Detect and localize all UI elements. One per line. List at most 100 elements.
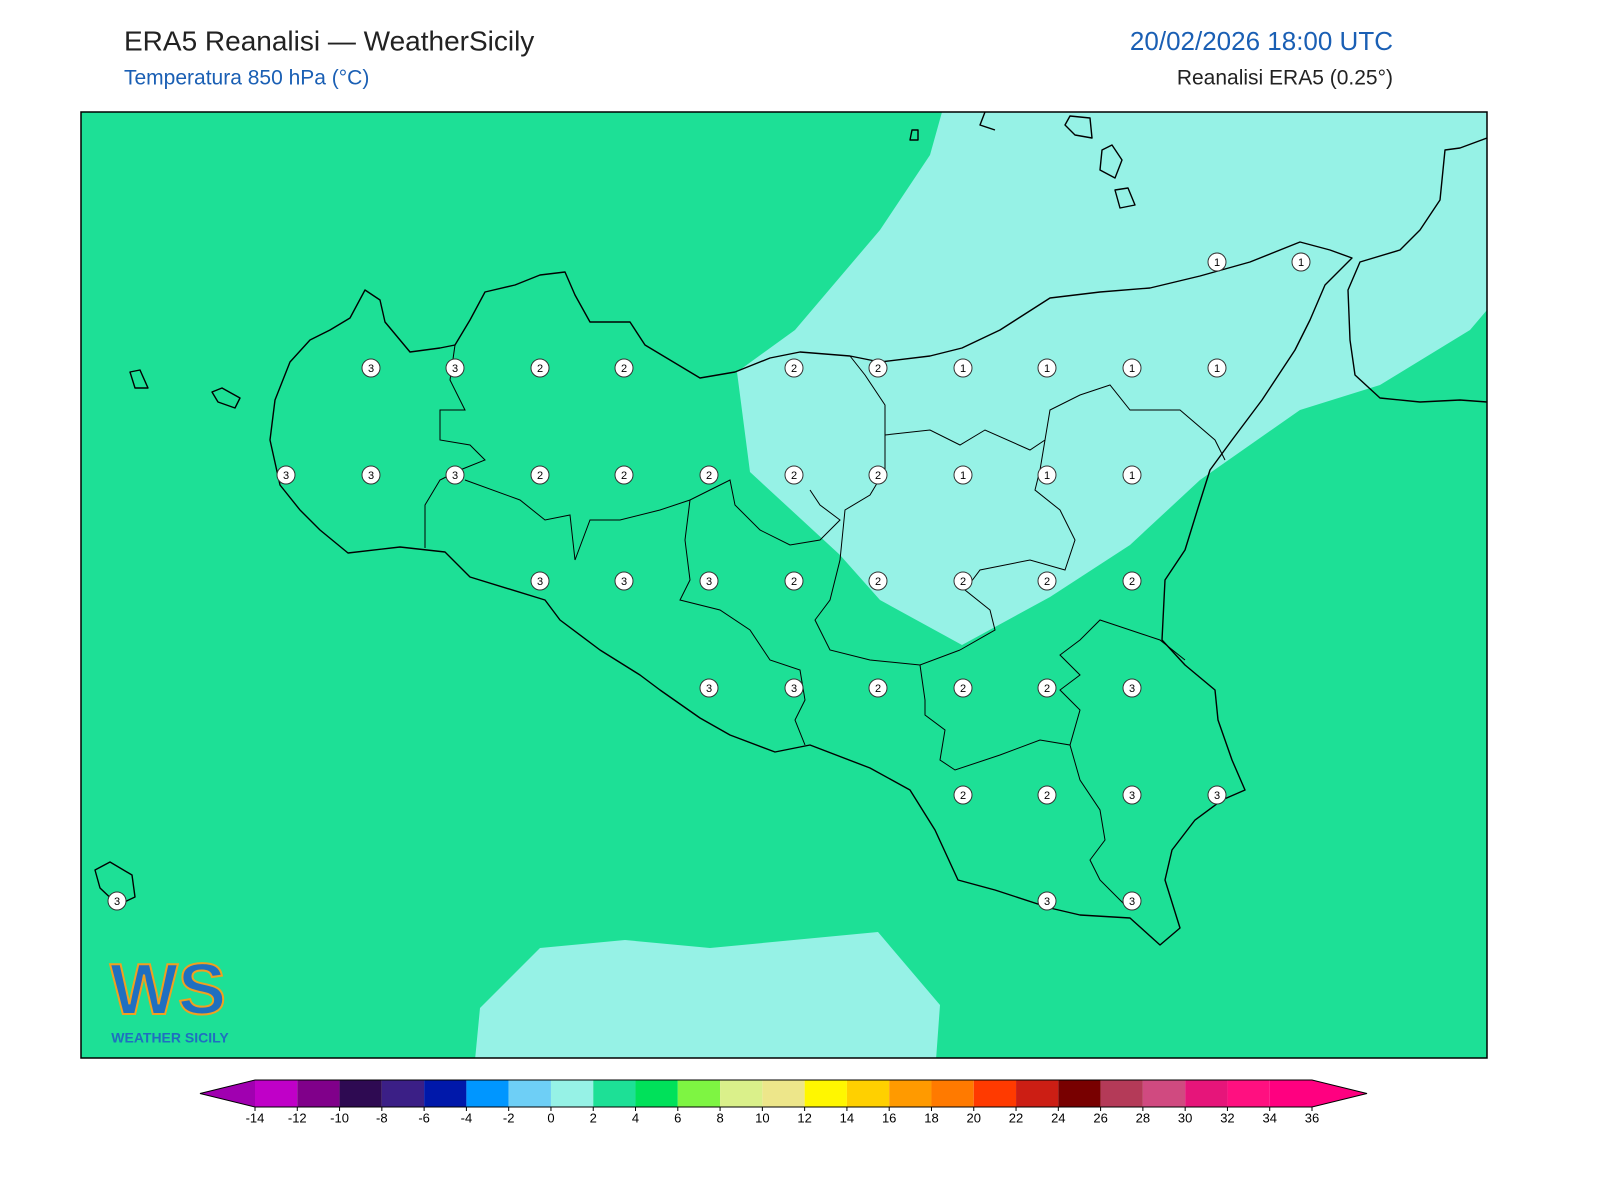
grid-point	[614, 571, 634, 591]
grid-value: 3	[1214, 790, 1220, 802]
grid-point	[953, 358, 973, 378]
grid-point	[614, 358, 634, 378]
grid-point	[276, 465, 296, 485]
grid-value: 2	[621, 470, 627, 482]
grid-point	[784, 465, 804, 485]
logo-initials: WS	[110, 950, 226, 1030]
grid-value: 3	[706, 576, 712, 588]
colorbar-box	[593, 1080, 636, 1107]
title: ERA5 Reanalisi — WeatherSicily	[124, 25, 534, 56]
grid-value: 3	[1044, 896, 1050, 908]
grid-value: 2	[706, 470, 712, 482]
colorbar-tick-label: 12	[797, 1110, 811, 1125]
grid-point	[1122, 465, 1142, 485]
grid-point	[1037, 678, 1057, 698]
grid-value: 2	[1129, 576, 1135, 588]
grid-value: 2	[960, 790, 966, 802]
colorbar-tick-label: 36	[1305, 1110, 1319, 1125]
colorbar-tick-label: -2	[503, 1110, 515, 1125]
grid-point	[1122, 678, 1142, 698]
source: Reanalisi ERA5 (0.25°)	[1177, 67, 1393, 90]
colorbar-box	[339, 1080, 382, 1107]
grid-point	[530, 571, 550, 591]
grid-value: 2	[960, 683, 966, 695]
grid-value: 1	[1044, 470, 1050, 482]
grid-point	[1037, 571, 1057, 591]
colorbar-tick-label: 10	[755, 1110, 769, 1125]
colorbar-tick-label: 22	[1009, 1110, 1023, 1125]
grid-point	[784, 571, 804, 591]
province-border	[679, 499, 806, 746]
subtitle: Temperatura 850 hPa (°C)	[124, 67, 369, 90]
grid-value: 2	[960, 576, 966, 588]
grid-value: 2	[537, 470, 543, 482]
province-border	[1069, 744, 1126, 906]
grid-value: 2	[621, 363, 627, 375]
coastline	[94, 112, 1136, 906]
colorbar-box	[635, 1080, 678, 1107]
grid-value: 1	[960, 363, 966, 375]
colorbar-box	[846, 1080, 890, 1107]
grid-value: 1	[1129, 470, 1135, 482]
map-frame	[80, 111, 1488, 1059]
field-0-2	[475, 932, 940, 1058]
grid-point	[699, 465, 719, 485]
colorbar-box	[720, 1080, 763, 1107]
colorbar-box	[889, 1080, 932, 1107]
province-border	[424, 344, 486, 548]
grid-point	[699, 678, 719, 698]
grid-value: 2	[875, 470, 881, 482]
colorbar-box	[677, 1080, 721, 1107]
colorbar-box	[1058, 1080, 1101, 1107]
grid-value: 2	[1044, 576, 1050, 588]
grid-value: 1	[960, 470, 966, 482]
grid-value: 3	[791, 683, 797, 695]
grid-value: 2	[537, 363, 543, 375]
colorbar-tick-label: 28	[1136, 1110, 1150, 1125]
grid-point	[614, 465, 634, 485]
colorbar-box	[255, 1080, 298, 1107]
grid-value: 3	[1129, 790, 1135, 802]
grid-value: 2	[791, 363, 797, 375]
colorbar-box	[297, 1080, 340, 1107]
colorbar-tick-label: -14	[246, 1110, 265, 1125]
grid-point	[107, 891, 127, 911]
colorbar-box	[550, 1080, 594, 1107]
grid-point	[1122, 891, 1142, 911]
grid-value: 2	[875, 576, 881, 588]
colorbar-tick-label: 0	[547, 1110, 554, 1125]
colorbar-tick-label: -8	[376, 1110, 388, 1125]
colorbar-box	[1227, 1080, 1270, 1107]
province-border	[464, 479, 841, 561]
grid-point	[953, 785, 973, 805]
grid-point	[1037, 465, 1057, 485]
grid-point	[953, 678, 973, 698]
grid-value: 2	[875, 363, 881, 375]
grid-point	[868, 678, 888, 698]
colorbar-box	[973, 1080, 1017, 1107]
grid-value: 1	[1129, 363, 1135, 375]
colorbar-extend-low	[200, 1080, 255, 1107]
colorbar-tick-label: -12	[288, 1110, 307, 1125]
grid-point	[953, 465, 973, 485]
grid-value: 1	[1214, 363, 1220, 375]
grid-point	[699, 571, 719, 591]
colorbar-tick-label: 14	[840, 1110, 854, 1125]
grid-point	[361, 465, 381, 485]
grid-value: 2	[791, 576, 797, 588]
colorbar-tick-label: 4	[632, 1110, 639, 1125]
grid-value: 3	[283, 470, 289, 482]
grid-value: 3	[368, 363, 374, 375]
colorbar-tick-label: 24	[1051, 1110, 1065, 1125]
grid-point	[1122, 785, 1142, 805]
province-border	[959, 439, 1076, 651]
grid-value: 3	[1129, 896, 1135, 908]
grid-point	[784, 358, 804, 378]
colorbar-tick-label: 16	[882, 1110, 896, 1125]
province-border	[919, 619, 1186, 771]
colorbar-tick-label: 8	[716, 1110, 723, 1125]
map: 1 1 3 3 2 2 2 2 1 1 1 1 3 3 3 2 2 2 2 2 1 1 1 3 3 3 2 2 2 2 2 3 3 2 2 2 3 2 2 3…	[80, 111, 1488, 1059]
colorbar-box	[1016, 1080, 1059, 1107]
grid-value: 3	[621, 576, 627, 588]
